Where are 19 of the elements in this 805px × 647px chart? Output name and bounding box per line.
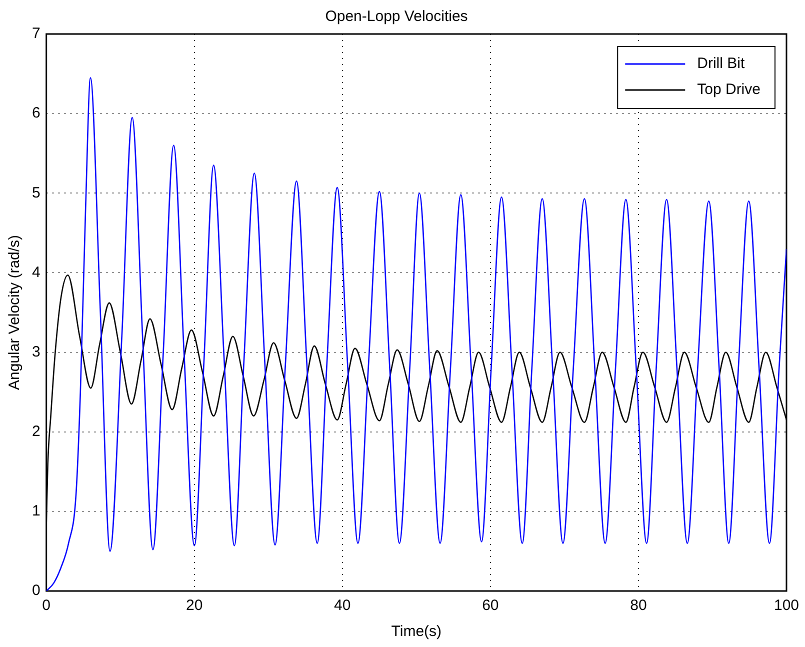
y-tick-label: 3: [32, 343, 40, 360]
x-tick-label: 40: [334, 597, 351, 614]
y-tick-label: 1: [32, 502, 40, 520]
x-tick-label: 100: [774, 597, 799, 614]
legend-label: Top Drive: [697, 81, 760, 98]
y-tick-label: 6: [32, 104, 40, 122]
x-axis-title: Time(s): [391, 623, 442, 640]
x-tick-label: 60: [482, 597, 499, 614]
y-tick-label: 0: [32, 582, 40, 600]
chart-title: Open-Lopp Velocities: [325, 8, 468, 26]
y-tick-label: 2: [32, 423, 40, 440]
y-tick-label: 5: [32, 184, 40, 202]
line-series: [46, 77, 786, 591]
x-tick-label: 80: [630, 597, 647, 614]
y-axis-title: Angular Velocity (rad/s): [6, 234, 24, 390]
y-tick-label: 4: [32, 264, 40, 281]
x-tick-label: 20: [186, 597, 203, 614]
y-tick-label: 7: [32, 25, 40, 42]
legend-label: Drill Bit: [697, 55, 746, 72]
